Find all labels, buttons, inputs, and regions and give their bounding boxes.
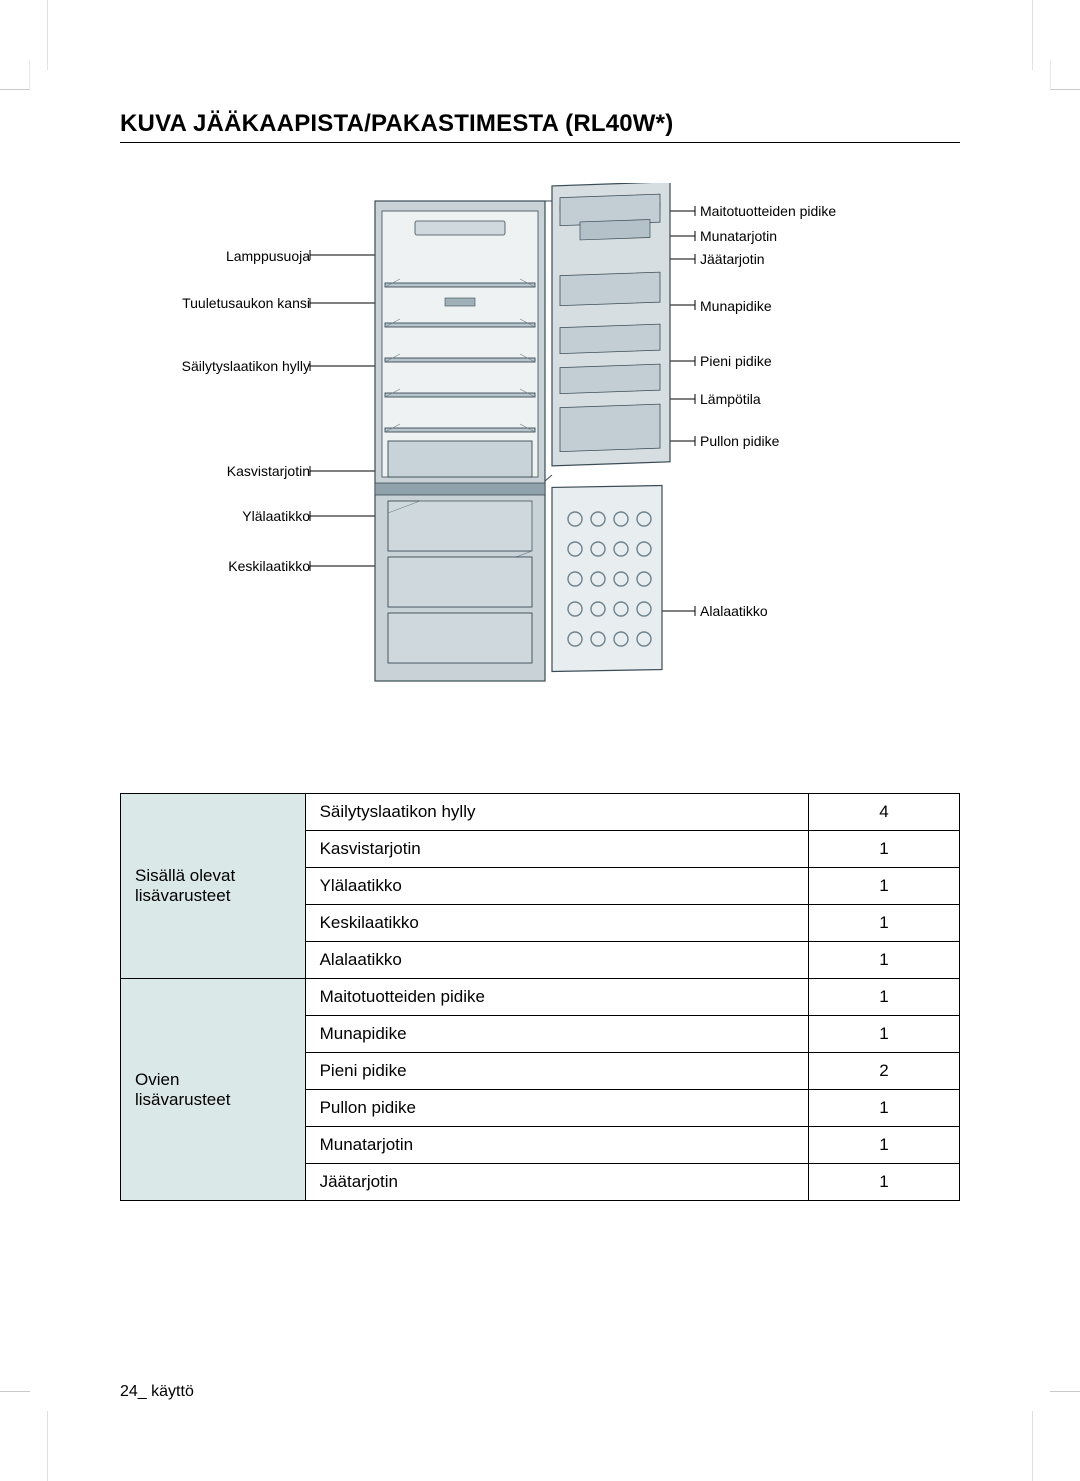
table-qty: 1 — [808, 979, 959, 1016]
table-item: Alalaatikko — [305, 942, 808, 979]
table-item: Maitotuotteiden pidike — [305, 979, 808, 1016]
table-item: Keskilaatikko — [305, 905, 808, 942]
table-item: Jäätarjotin — [305, 1164, 808, 1201]
page-footer: 24_ käyttö — [120, 1383, 194, 1401]
table-qty: 1 — [808, 1090, 959, 1127]
fridge-diagram: Lamppusuoja Tuuletusaukon kansi Säilytys… — [120, 173, 960, 713]
page-number: 24_ — [120, 1383, 147, 1400]
table-qty: 1 — [808, 1016, 959, 1053]
table-item: Ylälaatikko — [305, 868, 808, 905]
table-item: Pullon pidike — [305, 1090, 808, 1127]
fridge-drawing — [120, 183, 960, 703]
table-qty: 1 — [808, 942, 959, 979]
table-item: Kasvistarjotin — [305, 831, 808, 868]
table-row: OvienlisävarusteetMaitotuotteiden pidike… — [121, 979, 960, 1016]
table-item: Pieni pidike — [305, 1053, 808, 1090]
table-qty: 1 — [808, 1164, 959, 1201]
table-item: Säilytyslaatikon hylly — [305, 794, 808, 831]
table-qty: 1 — [808, 868, 959, 905]
table-item: Munapidike — [305, 1016, 808, 1053]
accessories-table: Sisällä olevatlisävarusteetSäilytyslaati… — [120, 793, 960, 1201]
table-qty: 4 — [808, 794, 959, 831]
table-row: Sisällä olevatlisävarusteetSäilytyslaati… — [121, 794, 960, 831]
table-qty: 2 — [808, 1053, 959, 1090]
section-name: käyttö — [151, 1383, 194, 1400]
table-category: Sisällä olevatlisävarusteet — [121, 794, 306, 979]
table-qty: 1 — [808, 1127, 959, 1164]
table-qty: 1 — [808, 831, 959, 868]
table-item: Munatarjotin — [305, 1127, 808, 1164]
table-qty: 1 — [808, 905, 959, 942]
page-title: KUVA JÄÄKAAPISTA/PAKASTIMESTA (RL40W*) — [120, 110, 960, 143]
table-category: Ovienlisävarusteet — [121, 979, 306, 1201]
